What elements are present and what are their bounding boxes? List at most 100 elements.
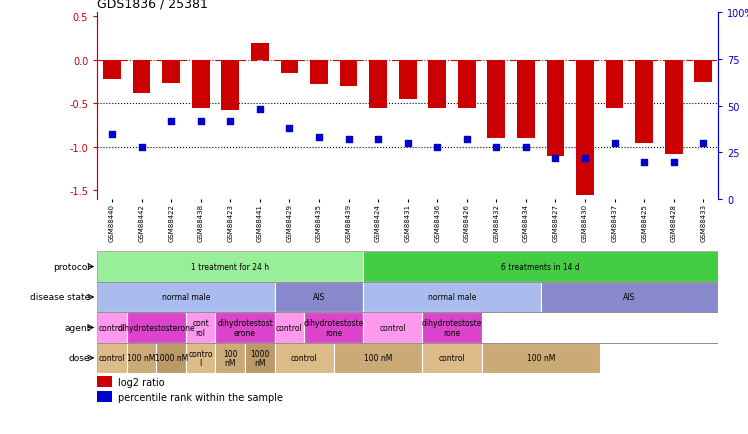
Bar: [245, 343, 275, 373]
Bar: [340, 61, 358, 87]
Bar: [186, 343, 215, 373]
Point: [402, 140, 414, 147]
Point: [106, 131, 118, 138]
Text: control: control: [291, 354, 318, 362]
Bar: [423, 343, 482, 373]
Point: [638, 159, 650, 166]
Bar: [97, 252, 364, 282]
Bar: [275, 343, 334, 373]
Point: [283, 125, 295, 132]
Point: [609, 140, 621, 147]
Text: disease state: disease state: [30, 293, 91, 302]
Bar: [97, 252, 718, 282]
Bar: [576, 61, 594, 195]
Point: [372, 136, 384, 143]
Point: [343, 136, 355, 143]
Bar: [191, 61, 209, 108]
Text: AIS: AIS: [623, 293, 636, 302]
Text: protocol: protocol: [53, 263, 91, 271]
Point: [461, 136, 473, 143]
Text: log2 ratio: log2 ratio: [118, 377, 165, 387]
Text: percentile rank within the sample: percentile rank within the sample: [118, 392, 283, 402]
Point: [254, 107, 266, 114]
Text: 100 nM: 100 nM: [364, 354, 392, 362]
Bar: [275, 282, 364, 312]
Point: [550, 155, 562, 162]
Bar: [370, 61, 387, 108]
Point: [520, 144, 532, 151]
Text: control: control: [99, 354, 126, 362]
Bar: [97, 343, 127, 373]
Bar: [541, 282, 718, 312]
Bar: [127, 312, 186, 343]
Text: 1 treatment for 24 h: 1 treatment for 24 h: [191, 263, 269, 271]
Point: [668, 159, 680, 166]
Bar: [423, 312, 482, 343]
Text: 6 treatments in 14 d: 6 treatments in 14 d: [501, 263, 580, 271]
Text: dose: dose: [69, 354, 91, 362]
Bar: [97, 312, 718, 343]
Bar: [694, 61, 712, 82]
Bar: [635, 61, 653, 143]
Bar: [221, 61, 239, 111]
Bar: [103, 61, 121, 80]
Bar: [251, 43, 269, 61]
Bar: [97, 343, 718, 373]
Bar: [364, 312, 423, 343]
Bar: [334, 343, 423, 373]
Text: AIS: AIS: [313, 293, 325, 302]
Bar: [517, 61, 535, 139]
Text: cont
rol: cont rol: [192, 319, 209, 337]
Bar: [364, 282, 541, 312]
Text: normal male: normal male: [162, 293, 210, 302]
Bar: [97, 282, 718, 312]
Text: control: control: [276, 323, 303, 332]
Text: dihydrotestosterone: dihydrotestosterone: [117, 323, 195, 332]
Text: GDS1836 / 25381: GDS1836 / 25381: [97, 0, 208, 10]
Bar: [275, 312, 304, 343]
Point: [194, 118, 206, 125]
Point: [432, 144, 444, 151]
Bar: [606, 61, 624, 108]
Text: normal male: normal male: [428, 293, 476, 302]
Bar: [488, 61, 505, 139]
Bar: [156, 343, 186, 373]
Text: 100 nM: 100 nM: [527, 354, 555, 362]
Bar: [127, 343, 156, 373]
Point: [165, 118, 177, 125]
Bar: [429, 61, 446, 108]
Point: [313, 135, 325, 141]
Text: dihydrotestoste
rone: dihydrotestoste rone: [304, 319, 364, 337]
Text: contro
l: contro l: [188, 349, 213, 367]
Text: dihydrotestost
erone: dihydrotestost erone: [217, 319, 273, 337]
Bar: [162, 61, 180, 84]
Bar: [215, 312, 275, 343]
Bar: [364, 252, 718, 282]
Point: [697, 140, 709, 147]
Bar: [280, 61, 298, 74]
Text: 1000
nM: 1000 nM: [250, 349, 269, 367]
Text: 100 nM: 100 nM: [127, 354, 156, 362]
Bar: [310, 61, 328, 85]
Bar: [97, 391, 112, 402]
Bar: [547, 61, 564, 156]
Text: agent: agent: [64, 323, 91, 332]
Bar: [399, 61, 417, 100]
Bar: [304, 312, 364, 343]
Point: [491, 144, 503, 151]
Bar: [97, 312, 127, 343]
Text: dihydrotestoste
rone: dihydrotestoste rone: [422, 319, 482, 337]
Bar: [186, 312, 215, 343]
Point: [224, 118, 236, 125]
Bar: [97, 282, 275, 312]
Text: control: control: [99, 323, 126, 332]
Text: 1000 nM: 1000 nM: [155, 354, 188, 362]
Text: 100
nM: 100 nM: [223, 349, 238, 367]
Bar: [482, 343, 600, 373]
Bar: [215, 343, 245, 373]
Bar: [458, 61, 476, 108]
Text: control: control: [379, 323, 406, 332]
Bar: [665, 61, 683, 155]
Bar: [97, 376, 112, 387]
Point: [135, 144, 147, 151]
